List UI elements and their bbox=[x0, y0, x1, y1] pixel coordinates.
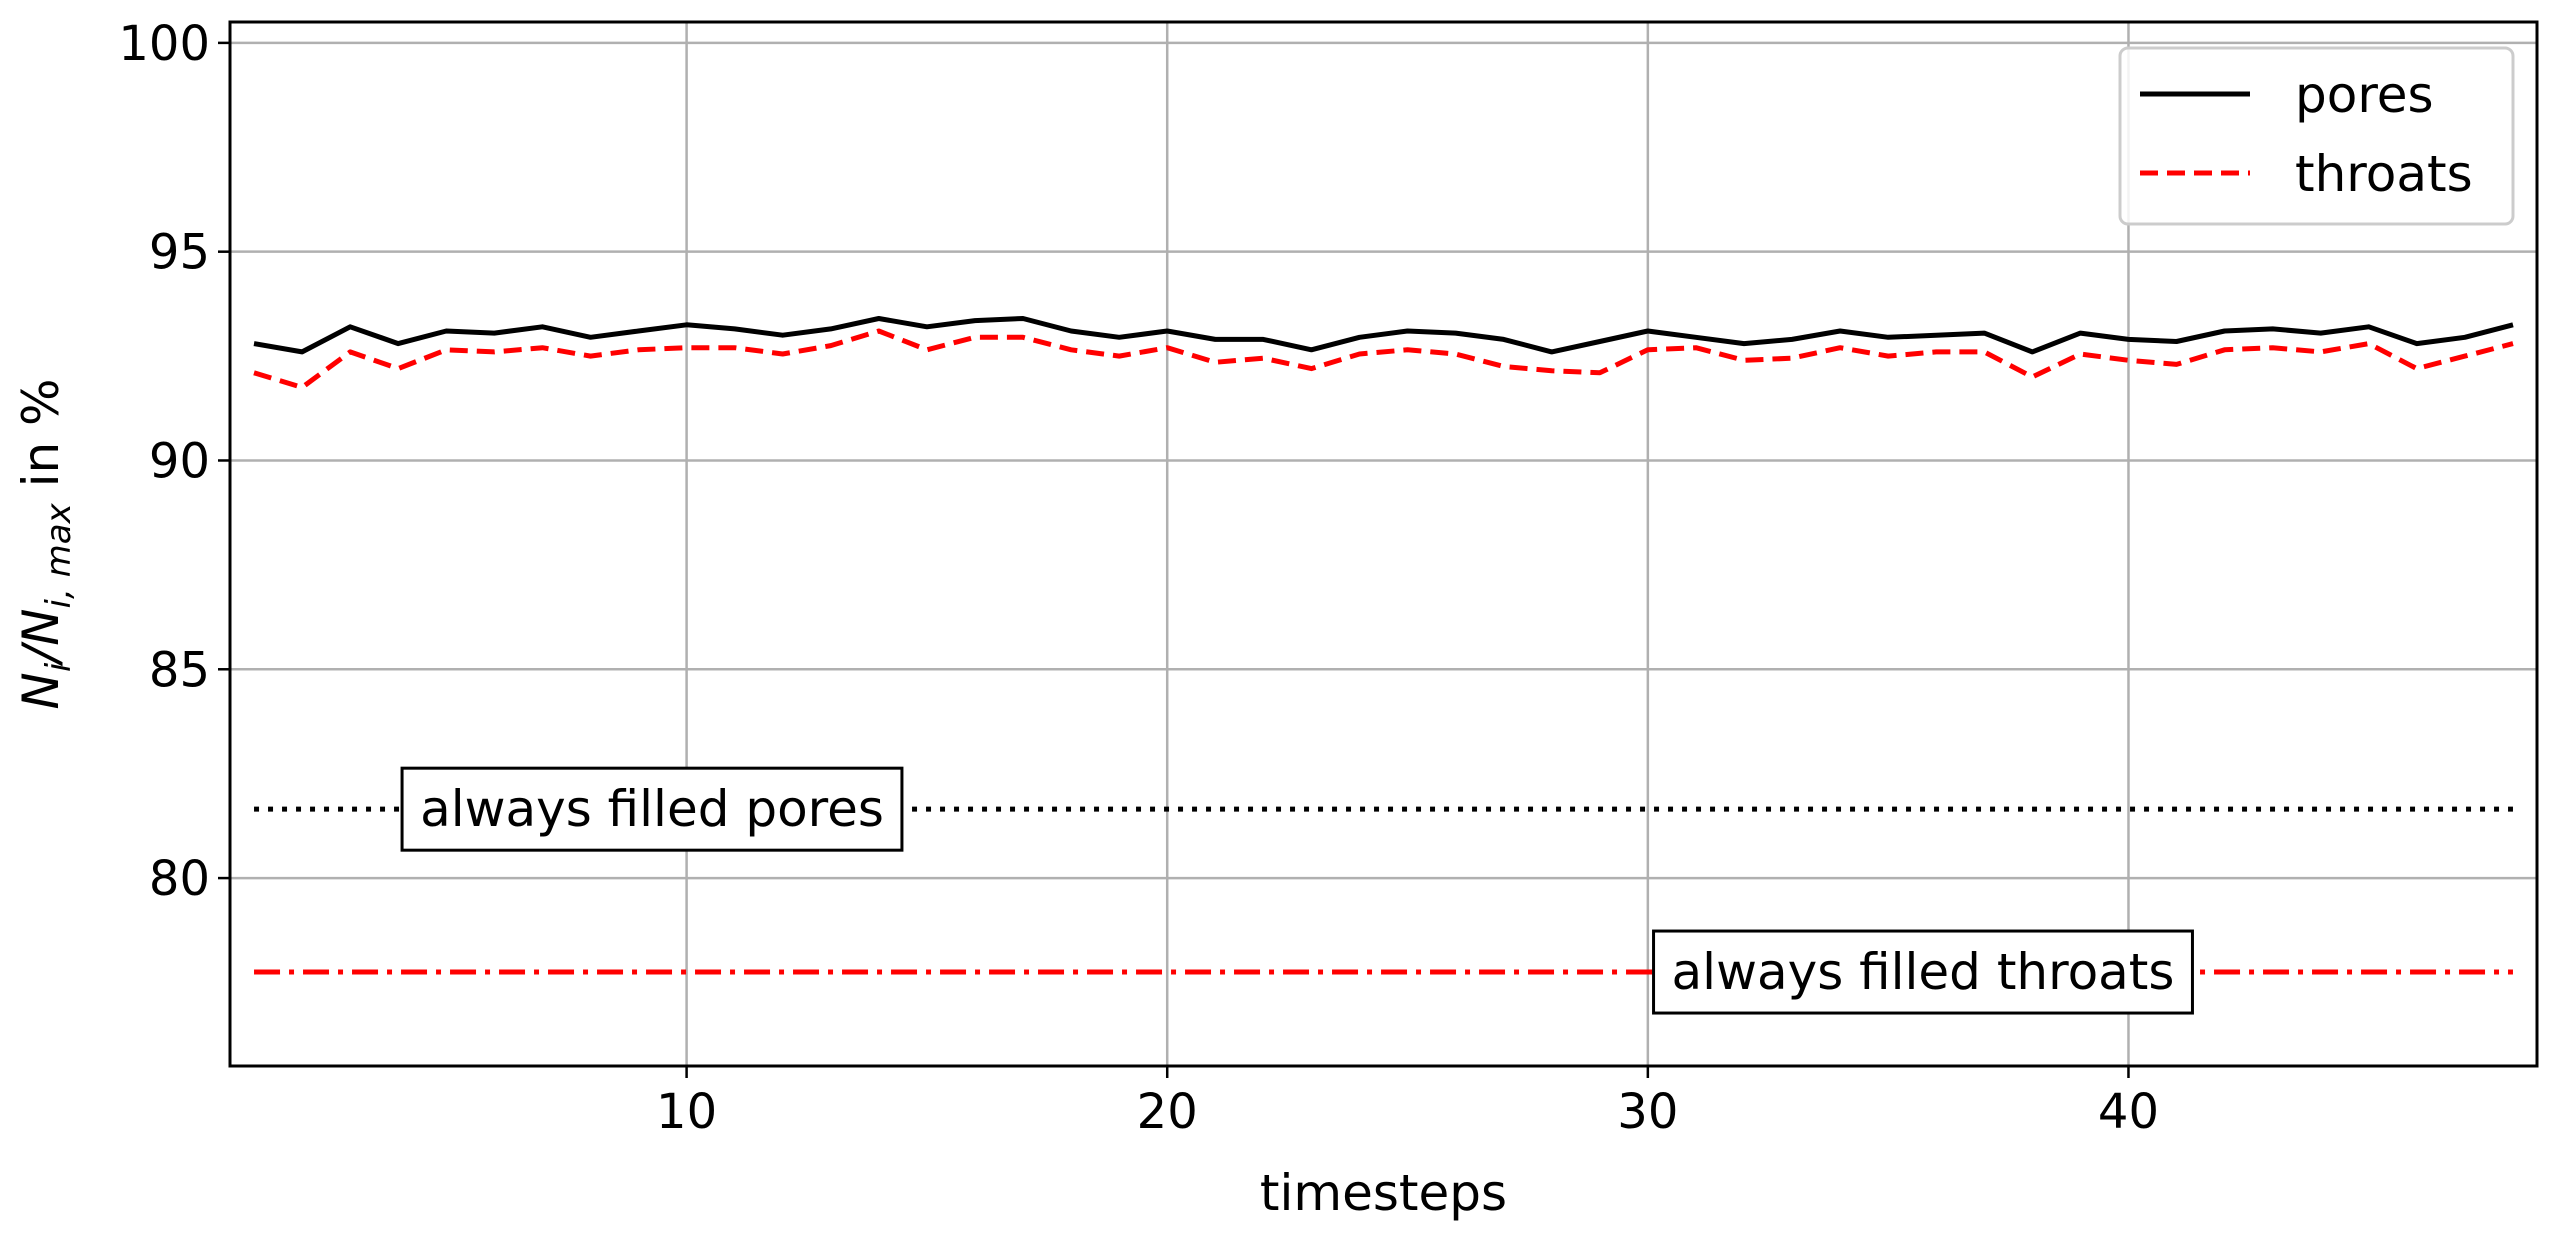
legend-label-pores: pores bbox=[2295, 66, 2434, 124]
y-tick-label: 90 bbox=[149, 433, 210, 489]
legend-label-throats: throats bbox=[2295, 145, 2473, 203]
x-tick-label: 30 bbox=[1617, 1084, 1678, 1140]
series-lines bbox=[253, 316, 2514, 390]
plot-frame bbox=[228, 20, 2539, 1068]
series-line-pores bbox=[253, 316, 2514, 355]
y-tick-label: 85 bbox=[149, 642, 210, 698]
legend: pores throats bbox=[2118, 46, 2515, 226]
x-tick-label: 20 bbox=[1137, 1084, 1198, 1140]
y-axis-label: Ni/Ni, max in % bbox=[12, 378, 79, 709]
x-tick-label: 10 bbox=[656, 1084, 717, 1140]
x-tick-label: 40 bbox=[2098, 1084, 2159, 1140]
x-axis-label: timesteps bbox=[1260, 1164, 1507, 1222]
annotation-label: always filled throats bbox=[1672, 943, 2175, 1001]
y-tick-label: 80 bbox=[149, 851, 210, 907]
series-line-throats bbox=[253, 328, 2514, 390]
y-tick-label: 95 bbox=[149, 225, 210, 281]
gridlines bbox=[230, 22, 2537, 1066]
annotations: always filled pores always filled throats bbox=[400, 766, 2194, 1015]
axis-ticks: 10 20 30 40 80 85 90 95 100 bbox=[118, 16, 2159, 1140]
y-tick-label: 100 bbox=[118, 16, 210, 72]
annotation-box bbox=[1652, 929, 2194, 1015]
annotation-label: always filled pores bbox=[420, 780, 884, 838]
annotation-box bbox=[400, 766, 904, 852]
